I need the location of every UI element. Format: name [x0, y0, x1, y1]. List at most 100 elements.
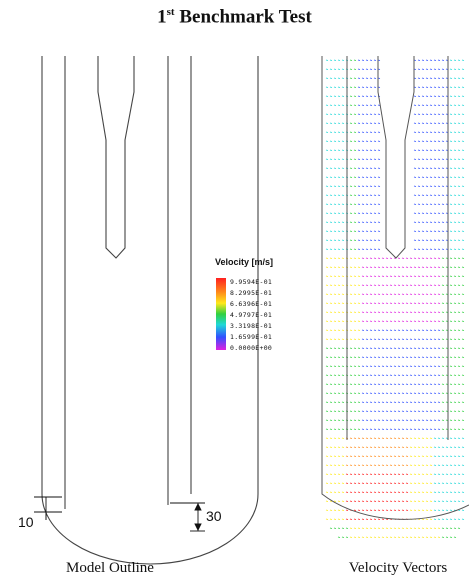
- velocity-vector: [457, 338, 461, 340]
- velocity-vector: [421, 410, 425, 412]
- velocity-vector: [325, 347, 329, 349]
- velocity-vector: [349, 185, 353, 187]
- velocity-vector: [425, 248, 429, 250]
- velocity-vector: [457, 320, 461, 322]
- velocity-vector: [429, 473, 433, 475]
- velocity-vector: [429, 293, 433, 295]
- velocity-vector: [433, 329, 437, 331]
- velocity-vector: [453, 500, 457, 502]
- velocity-vector: [405, 491, 409, 493]
- velocity-vector: [333, 185, 337, 187]
- velocity-vector: [393, 401, 397, 403]
- velocity-vector: [325, 86, 329, 88]
- velocity-vector: [377, 302, 381, 304]
- velocity-vector: [417, 446, 421, 448]
- velocity-vector: [417, 365, 421, 367]
- velocity-vector: [373, 302, 377, 304]
- velocity-vector: [325, 59, 329, 61]
- velocity-vector: [453, 446, 457, 448]
- velocity-vector: [341, 212, 345, 214]
- velocity-vector: [369, 482, 373, 484]
- velocity-vector: [425, 302, 429, 304]
- velocity-vector: [417, 320, 421, 322]
- velocity-vector: [329, 266, 333, 268]
- velocity-vector: [409, 320, 413, 322]
- velocity-vector: [337, 86, 341, 88]
- velocity-vector: [389, 311, 393, 313]
- velocity-vector: [437, 140, 441, 142]
- velocity-vector: [413, 167, 417, 169]
- velocity-vector: [365, 167, 369, 169]
- velocity-vector: [449, 464, 453, 466]
- velocity-vector: [421, 329, 425, 331]
- velocity-vector: [373, 239, 377, 241]
- velocity-vector: [461, 221, 465, 223]
- velocity-vector: [393, 500, 397, 502]
- velocity-vector: [337, 302, 341, 304]
- velocity-vector: [449, 158, 453, 160]
- velocity-vector: [353, 167, 357, 169]
- velocity-vector: [417, 266, 421, 268]
- velocity-vector: [457, 419, 461, 421]
- velocity-vector: [381, 392, 385, 394]
- velocity-vector: [421, 455, 425, 457]
- velocity-vector: [445, 500, 449, 502]
- velocity-vector: [337, 482, 341, 484]
- velocity-vector: [405, 509, 409, 511]
- velocity-vector: [341, 68, 345, 70]
- velocity-vector: [441, 446, 445, 448]
- velocity-vector: [353, 518, 357, 520]
- velocity-vector: [341, 131, 345, 133]
- velocity-vector: [393, 536, 397, 538]
- velocity-vector: [349, 428, 353, 430]
- velocity-vector: [401, 284, 405, 286]
- velocity-vector: [385, 374, 389, 376]
- velocity-vector: [413, 320, 417, 322]
- velocity-vector: [377, 536, 381, 538]
- velocity-vector: [449, 392, 453, 394]
- velocity-vector: [349, 131, 353, 133]
- velocity-vector: [357, 302, 361, 304]
- velocity-vector: [373, 509, 377, 511]
- velocity-vector: [341, 239, 345, 241]
- velocity-vector: [429, 437, 433, 439]
- velocity-vector: [341, 167, 345, 169]
- velocity-vector: [373, 212, 377, 214]
- velocity-vector: [349, 437, 353, 439]
- velocity-vector: [333, 428, 337, 430]
- velocity-vector: [457, 473, 461, 475]
- velocity-vector: [349, 374, 353, 376]
- velocity-vector: [369, 86, 373, 88]
- velocity-vector: [433, 320, 437, 322]
- velocity-vector: [425, 437, 429, 439]
- velocity-vector: [405, 374, 409, 376]
- velocity-vector: [337, 518, 341, 520]
- velocity-vector: [453, 527, 457, 529]
- velocity-vector: [437, 482, 441, 484]
- velocity-vector: [329, 158, 333, 160]
- velocity-vector: [449, 356, 453, 358]
- velocity-vector: [369, 338, 373, 340]
- velocity-vector: [385, 482, 389, 484]
- velocity-vector: [361, 68, 365, 70]
- velocity-vector: [429, 266, 433, 268]
- velocity-vector: [453, 86, 457, 88]
- velocity-vector: [453, 311, 457, 313]
- velocity-vector: [361, 473, 365, 475]
- velocity-vector: [325, 221, 329, 223]
- velocity-vector: [449, 140, 453, 142]
- velocity-vector: [365, 464, 369, 466]
- velocity-vector: [425, 257, 429, 259]
- velocity-vector: [421, 167, 425, 169]
- velocity-vector: [361, 428, 365, 430]
- velocity-vector: [453, 338, 457, 340]
- velocity-vector: [365, 275, 369, 277]
- velocity-vector: [457, 77, 461, 79]
- velocity-vector: [361, 104, 365, 106]
- velocity-vector: [369, 266, 373, 268]
- velocity-vector: [329, 302, 333, 304]
- velocity-vector: [329, 257, 333, 259]
- velocity-vector: [369, 383, 373, 385]
- velocity-vector: [361, 311, 365, 313]
- velocity-vector: [441, 77, 445, 79]
